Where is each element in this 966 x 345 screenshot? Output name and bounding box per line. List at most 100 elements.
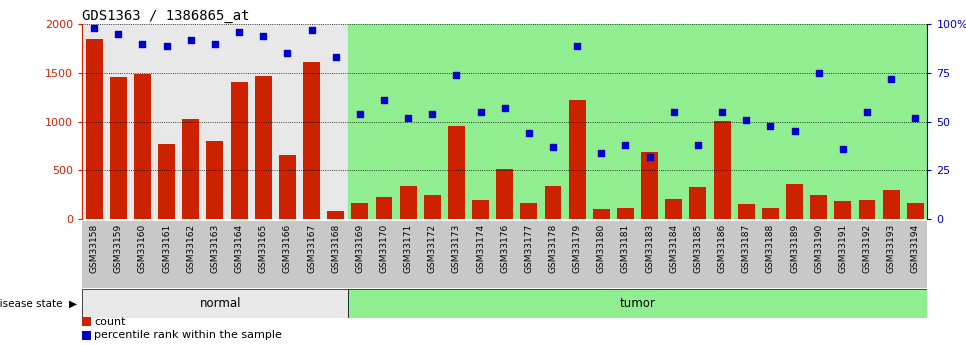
Point [690, 142, 705, 148]
Text: GSM33169: GSM33169 [355, 224, 364, 273]
Text: GSM33161: GSM33161 [162, 224, 171, 273]
Text: percentile rank within the sample: percentile rank within the sample [95, 331, 282, 341]
Text: GSM33188: GSM33188 [766, 224, 775, 273]
Bar [810, 195, 827, 219]
Text: GSM33189: GSM33189 [790, 224, 799, 273]
Point [811, 70, 827, 76]
Text: GSM33177: GSM33177 [525, 224, 533, 273]
Point [208, 41, 223, 47]
Bar [641, 152, 658, 219]
Bar [907, 203, 923, 219]
Text: GSM33187: GSM33187 [742, 224, 751, 273]
Bar [762, 208, 779, 219]
Point [135, 41, 151, 47]
Point [473, 109, 489, 115]
Bar [714, 121, 730, 219]
Bar [400, 186, 416, 219]
Bar [158, 144, 175, 219]
Point [111, 31, 126, 37]
Bar [183, 119, 199, 219]
Point [618, 142, 634, 148]
Point [667, 109, 682, 115]
Text: GSM33191: GSM33191 [838, 224, 847, 273]
Point [353, 111, 368, 117]
Bar [134, 74, 151, 219]
Bar [859, 199, 875, 219]
Point [908, 115, 923, 120]
Text: GSM33183: GSM33183 [645, 224, 654, 273]
Text: GSM33176: GSM33176 [500, 224, 509, 273]
Point [280, 51, 296, 56]
Text: GSM33173: GSM33173 [452, 224, 461, 273]
Bar [593, 209, 610, 219]
Point [715, 109, 730, 115]
Point [401, 115, 416, 120]
Bar [424, 195, 440, 219]
Bar [690, 187, 706, 219]
Bar [348, 289, 927, 318]
Point [232, 29, 247, 35]
Text: GDS1363 / 1386865_at: GDS1363 / 1386865_at [82, 9, 249, 23]
Point [641, 154, 657, 159]
Bar [835, 200, 851, 219]
Text: GSM33165: GSM33165 [259, 224, 268, 273]
Text: GSM33178: GSM33178 [549, 224, 557, 273]
Point [835, 146, 851, 152]
Bar [617, 208, 634, 219]
Text: GSM33179: GSM33179 [573, 224, 582, 273]
Text: GSM33181: GSM33181 [621, 224, 630, 273]
Bar [376, 197, 392, 219]
Text: GSM33193: GSM33193 [887, 224, 895, 273]
Bar [497, 169, 513, 219]
Bar [569, 100, 585, 219]
Bar [883, 190, 899, 219]
Text: GSM33190: GSM33190 [814, 224, 823, 273]
Point [449, 72, 465, 78]
Bar [82, 331, 91, 340]
Text: GSM33170: GSM33170 [380, 224, 388, 273]
Text: GSM33174: GSM33174 [476, 224, 485, 273]
Bar [86, 39, 102, 219]
Bar [207, 141, 223, 219]
Bar [472, 199, 489, 219]
Text: GSM33160: GSM33160 [138, 224, 147, 273]
Text: disease state  ▶: disease state ▶ [0, 298, 77, 308]
Bar [82, 24, 348, 219]
Point [158, 43, 175, 48]
Text: GSM33166: GSM33166 [283, 224, 292, 273]
Text: count: count [95, 317, 126, 327]
Bar [786, 185, 803, 219]
Point [860, 109, 875, 115]
Point [522, 130, 537, 136]
Point [787, 129, 803, 134]
Text: GSM33171: GSM33171 [404, 224, 412, 273]
Point [739, 117, 754, 122]
Bar [348, 24, 927, 219]
Bar [110, 77, 127, 219]
Point [884, 76, 899, 81]
Text: GSM33192: GSM33192 [863, 224, 871, 273]
Bar [352, 203, 368, 219]
Point [593, 150, 610, 156]
Point [546, 144, 561, 150]
Bar [327, 211, 344, 219]
Bar [521, 203, 537, 219]
Text: GSM33162: GSM33162 [186, 224, 195, 273]
Text: GSM33194: GSM33194 [911, 224, 920, 273]
Point [570, 43, 585, 48]
Bar [255, 76, 271, 219]
Text: GSM33185: GSM33185 [694, 224, 702, 273]
Point [255, 33, 270, 39]
Point [184, 37, 199, 42]
Point [497, 105, 513, 111]
Text: GSM33184: GSM33184 [669, 224, 678, 273]
Point [87, 25, 102, 31]
Text: GSM33164: GSM33164 [235, 224, 243, 273]
Text: GSM33167: GSM33167 [307, 224, 316, 273]
Bar [82, 289, 348, 318]
Text: GSM33172: GSM33172 [428, 224, 437, 273]
Text: GSM33186: GSM33186 [718, 224, 726, 273]
Bar [303, 62, 320, 219]
Bar [545, 186, 561, 219]
Text: GSM33180: GSM33180 [597, 224, 606, 273]
